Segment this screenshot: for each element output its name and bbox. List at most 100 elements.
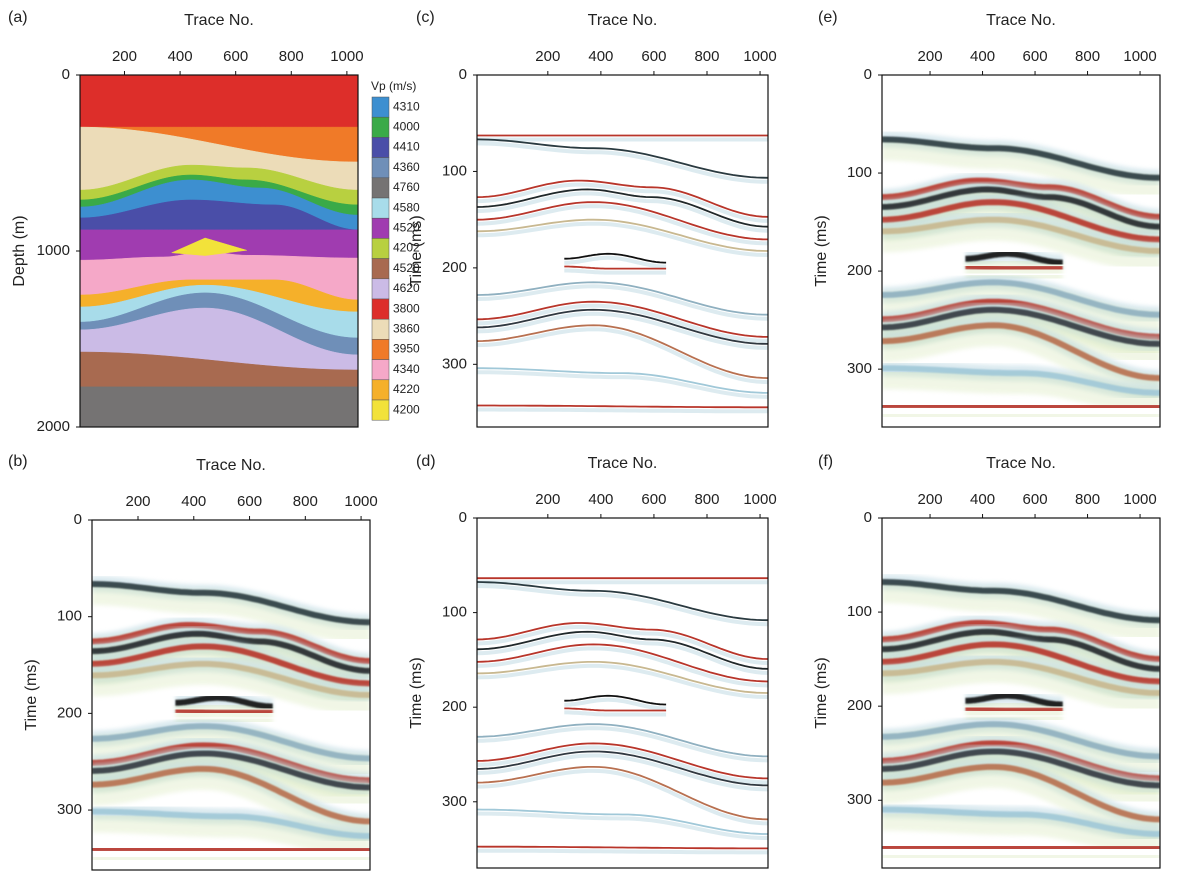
panel: Vp (m/s)43104000441043604760458045204202… xyxy=(8,9,420,435)
image-area xyxy=(92,572,370,870)
x-tick-label: 400 xyxy=(970,491,995,508)
y-tick-label: 2000 xyxy=(37,418,70,435)
y-tick-label: 100 xyxy=(847,603,872,620)
seismic-halo xyxy=(477,584,768,627)
y-tick-label: 100 xyxy=(57,608,82,625)
y-tick-label: 0 xyxy=(864,509,872,526)
seismic-event xyxy=(477,367,768,394)
y-tick-label: 0 xyxy=(459,66,467,83)
seismic-halo xyxy=(92,765,370,843)
seismic-halo xyxy=(92,845,370,870)
seismic-event xyxy=(477,750,768,787)
y-axis-title: Time (ms) xyxy=(813,215,830,286)
x-tick-label: 400 xyxy=(588,48,613,65)
panel-label: (e) xyxy=(818,9,838,26)
seismic-event xyxy=(882,721,1160,760)
colorbar-swatch xyxy=(371,116,390,138)
colorbar-swatch xyxy=(371,258,390,280)
y-tick-label: 0 xyxy=(62,66,70,83)
colorbar-swatch xyxy=(371,298,390,320)
colorbar-swatch xyxy=(371,137,390,158)
seismic-event xyxy=(882,658,1160,696)
colorbar-label: 4620 xyxy=(393,281,420,295)
seismic-halo xyxy=(477,768,768,826)
seismic-event xyxy=(882,579,1160,624)
x-tick-label: 1000 xyxy=(1123,48,1156,65)
seismic-event xyxy=(477,201,768,241)
colorbar-label: 4520 xyxy=(393,261,420,275)
x-tick-label: 400 xyxy=(588,491,613,508)
seismic-event xyxy=(882,136,1160,181)
x-tick-label: 200 xyxy=(125,493,150,510)
y-tick-label: 200 xyxy=(442,698,467,715)
colorbar-label: 4760 xyxy=(393,180,420,194)
model-layer xyxy=(171,237,247,256)
panel: (f) Trace No. Time (ms) 200 400 600 800 1000 0 10… xyxy=(813,453,1161,869)
seismic-event xyxy=(882,402,1160,411)
colorbar-swatch xyxy=(371,399,390,421)
y-tick-label: 100 xyxy=(847,164,872,181)
x-tick-label: 600 xyxy=(1023,491,1048,508)
seismic-event xyxy=(882,843,1160,852)
seismic-halo xyxy=(882,806,1160,855)
panel-label: (c) xyxy=(416,9,435,26)
x-tick-label: 800 xyxy=(1075,48,1100,65)
seismic-event xyxy=(477,281,768,316)
seismic-event xyxy=(477,643,768,683)
y-axis-title: Time (ms) xyxy=(408,215,425,286)
seismic-halo xyxy=(882,721,1160,778)
seismic-event xyxy=(92,643,370,687)
seismic-event xyxy=(882,748,1160,789)
seismic-halo xyxy=(477,303,768,343)
seismic-event xyxy=(882,322,1160,382)
colorbar-label: 4202 xyxy=(393,241,420,255)
x-tick-label: 1000 xyxy=(743,491,776,508)
seismic-event xyxy=(477,581,768,622)
seismic-event xyxy=(564,265,667,270)
seismic-event xyxy=(477,723,768,758)
panel-label: (a) xyxy=(8,9,28,26)
seismic-halo xyxy=(477,284,768,321)
x-tick-label: 200 xyxy=(112,48,137,65)
seismic-event xyxy=(564,707,667,712)
seismic-halo xyxy=(477,625,768,665)
panel-label: (f) xyxy=(818,453,833,470)
colorbar-swatch xyxy=(371,96,390,118)
seismic-event xyxy=(477,188,768,228)
x-tick-label: 600 xyxy=(237,493,262,510)
y-tick-label: 0 xyxy=(864,66,872,83)
seismic-event xyxy=(477,218,768,252)
colorbar-label: 3950 xyxy=(393,342,420,356)
seismic-event xyxy=(92,765,370,825)
colorbar-swatch xyxy=(371,379,390,401)
colorbar-title: Vp (m/s) xyxy=(371,79,416,93)
y-tick-label: 300 xyxy=(847,360,872,377)
seismic-event xyxy=(882,177,1160,220)
colorbar-label: 4000 xyxy=(393,119,420,133)
seismic-halo xyxy=(882,579,1160,642)
seismic-halo xyxy=(477,204,768,246)
model-layer xyxy=(80,386,358,427)
frame xyxy=(476,517,769,869)
seismic-event xyxy=(882,806,1160,837)
panel: (b) Trace No. Time (ms) 200 400 600 800 1000 0 10… xyxy=(8,453,378,871)
seismic-halo xyxy=(477,745,768,785)
seismic-halo xyxy=(477,848,768,855)
seismic-halo xyxy=(882,763,1160,841)
seismic-event xyxy=(965,263,1063,272)
y-tick-label: 1000 xyxy=(37,242,70,259)
seismic-halo xyxy=(477,407,768,414)
seismic-event xyxy=(477,324,768,379)
seismic-event xyxy=(477,179,768,218)
seismic-event xyxy=(882,216,1160,254)
seismic-halo xyxy=(882,402,1160,427)
y-tick-label: 200 xyxy=(847,262,872,279)
seismic-halo xyxy=(477,753,768,792)
seismic-halo xyxy=(882,279,1160,336)
y-tick-label: 300 xyxy=(57,801,82,818)
seismic-halo xyxy=(477,327,768,385)
seismic-halo xyxy=(477,221,768,257)
colorbar-swatch xyxy=(371,157,390,179)
seismic-halo xyxy=(564,710,667,717)
colorbar-swatch xyxy=(371,359,390,381)
